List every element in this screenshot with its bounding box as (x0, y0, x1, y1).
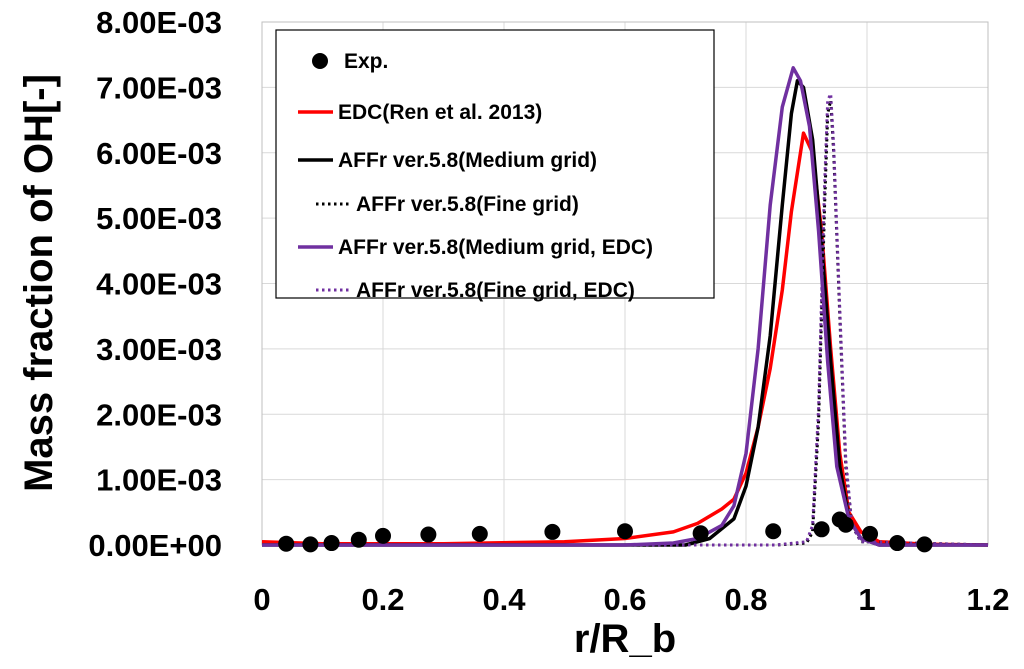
legend-label: AFFr ver.5.8(Medium grid, EDC) (338, 236, 653, 259)
y-tick-label: 5.00E-03 (96, 201, 222, 236)
exp-point (323, 535, 340, 552)
exp-point (617, 523, 633, 540)
legend-label: AFFr ver.5.8(Fine grid, EDC) (356, 279, 635, 302)
y-tick-label: 4.00E-03 (96, 267, 222, 302)
exp-point (278, 535, 295, 552)
exp-point (471, 525, 488, 542)
x-tick-label: 0.2 (361, 582, 404, 617)
exp-point (302, 536, 319, 553)
x-tick-label: 0.4 (482, 582, 526, 617)
legend-label: Exp. (344, 50, 388, 73)
exp-point (692, 525, 709, 542)
y-tick-label: 0.00E+00 (88, 528, 222, 563)
legend-label: AFFr ver.5.8(Medium grid) (338, 149, 597, 172)
x-tick-label: 0.6 (603, 582, 646, 617)
exp-point (765, 523, 782, 540)
x-tick-label: 1 (858, 582, 875, 617)
exp-point (916, 536, 933, 553)
x-tick-label: 1.2 (966, 582, 1009, 617)
exp-points (278, 511, 933, 553)
exp-point (375, 527, 391, 544)
x-tick-label: 0 (253, 582, 270, 617)
exp-point (544, 523, 561, 540)
y-tick-labels: 0.00E+00 1.00E-03 2.00E-03 3.00E-03 4.00E-03… (88, 5, 222, 563)
exp-point (889, 535, 906, 552)
x-tick-label: 0.8 (724, 582, 767, 617)
y-tick-label: 1.00E-03 (96, 463, 222, 498)
exp-point (862, 525, 879, 542)
y-tick-label: 2.00E-03 (96, 397, 222, 432)
exp-point (813, 521, 830, 538)
series-5-line (262, 92, 989, 547)
y-tick-label: 6.00E-03 (96, 136, 222, 171)
exp-point (350, 531, 367, 548)
y-tick-label: 3.00E-03 (96, 332, 222, 367)
y-axis-label: Mass fraction of OH[-] (17, 74, 61, 492)
x-axis-label: r/R_b (574, 617, 676, 661)
legend: Exp. EDC(Ren et al. 2013) AFFr ver.5.8(Med… (275, 29, 715, 302)
y-tick-label: 7.00E-03 (96, 70, 222, 105)
exp-point (837, 516, 854, 533)
legend-box (275, 29, 715, 299)
y-tick-label: 8.00E-03 (96, 5, 222, 40)
x-tick-labels: 0 0.2 0.4 0.6 0.8 1 1.2 (253, 582, 1009, 617)
legend-label: EDC(Ren et al. 2013) (338, 101, 542, 124)
exp-point (420, 526, 437, 543)
legend-marker-exp (312, 53, 328, 69)
legend-label: AFFr ver.5.8(Fine grid) (356, 193, 579, 216)
